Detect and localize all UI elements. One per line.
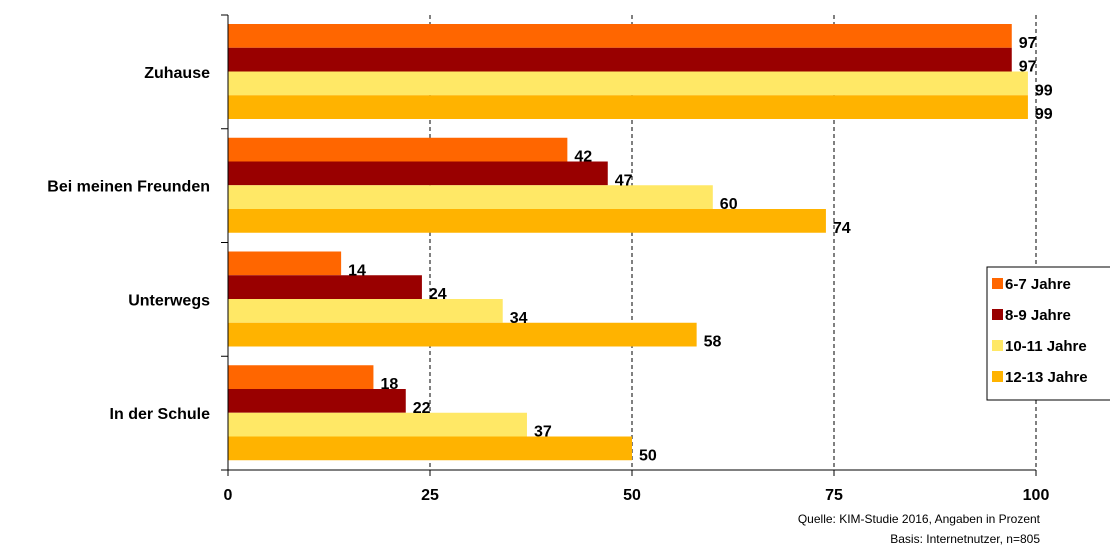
- legend-label-0: 6-7 Jahre: [1005, 276, 1071, 293]
- bar-0-2: [228, 71, 1028, 96]
- category-label-3: In der Schule: [110, 406, 211, 423]
- x-tick-label-75: 75: [825, 487, 843, 504]
- legend-label-1: 8-9 Jahre: [1005, 307, 1071, 324]
- category-label-0: Zuhause: [144, 65, 210, 82]
- data-label-2-3: 58: [704, 334, 722, 351]
- bar-3-2: [228, 412, 527, 437]
- axis-layer: [221, 14, 1037, 476]
- data-label-3-3: 50: [639, 447, 657, 464]
- data-label-1-1: 47: [615, 172, 633, 189]
- data-label-1-3: 74: [833, 220, 851, 237]
- x-tick-label-50: 50: [623, 487, 641, 504]
- bar-1-2: [228, 185, 713, 209]
- data-label-1-2: 60: [720, 196, 738, 213]
- data-label-3-0: 18: [380, 376, 398, 393]
- bar-0-3: [228, 95, 1028, 119]
- data-label-0-2: 99: [1035, 82, 1053, 99]
- x-tick-label-0: 0: [224, 487, 233, 504]
- data-label-2-0: 14: [348, 262, 366, 279]
- legend-label-3: 12-13 Jahre: [1005, 369, 1088, 386]
- data-label-3-2: 37: [534, 424, 552, 441]
- label-layer: 97 97 99 99 Zuhause 42 47 60 74 Bei meinen Freund…: [47, 35, 1053, 504]
- bar-1-3: [228, 209, 826, 233]
- basis-note: Basis: Internetnutzer, n=805: [890, 532, 1040, 546]
- legend-swatch-2: [992, 340, 1003, 351]
- legend-box: [986, 266, 1110, 401]
- data-label-2-2: 34: [510, 310, 528, 327]
- data-label-0-3: 99: [1035, 106, 1053, 123]
- bar-3-3: [228, 436, 632, 461]
- data-label-0-0: 97: [1019, 35, 1037, 52]
- data-label-1-0: 42: [574, 149, 592, 166]
- bar-3-1: [228, 389, 406, 413]
- legend-label-2: 10-11 Jahre: [1005, 338, 1087, 355]
- bar-2-1: [228, 275, 422, 299]
- legend: 6-7 Jahre 8-9 Jahre 10-11 Jahre 12-13 Jahre: [986, 266, 1110, 401]
- category-label-2: Unterwegs: [128, 292, 210, 309]
- bar-layer: [228, 24, 1028, 461]
- bar-2-0: [228, 251, 342, 276]
- category-label-1: Bei meinen Freunden: [47, 179, 210, 196]
- bar-0-1: [228, 47, 1012, 72]
- bar-0-0: [228, 24, 1012, 48]
- legend-swatch-3: [992, 371, 1003, 382]
- data-label-2-1: 24: [429, 286, 447, 303]
- bar-2-2: [228, 299, 503, 323]
- source-note: Quelle: KIM-Studie 2016, Angaben in Proz…: [797, 512, 1040, 526]
- bar-1-0: [228, 137, 568, 162]
- x-tick-label-25: 25: [421, 487, 439, 504]
- data-label-3-1: 22: [413, 400, 431, 417]
- bar-3-0: [228, 365, 374, 389]
- legend-swatch-1: [992, 309, 1003, 320]
- data-label-0-1: 97: [1019, 59, 1037, 76]
- bar-1-1: [228, 161, 608, 186]
- x-tick-label-100: 100: [1023, 487, 1050, 504]
- legend-swatch-0: [992, 278, 1003, 289]
- bar-2-3: [228, 322, 697, 347]
